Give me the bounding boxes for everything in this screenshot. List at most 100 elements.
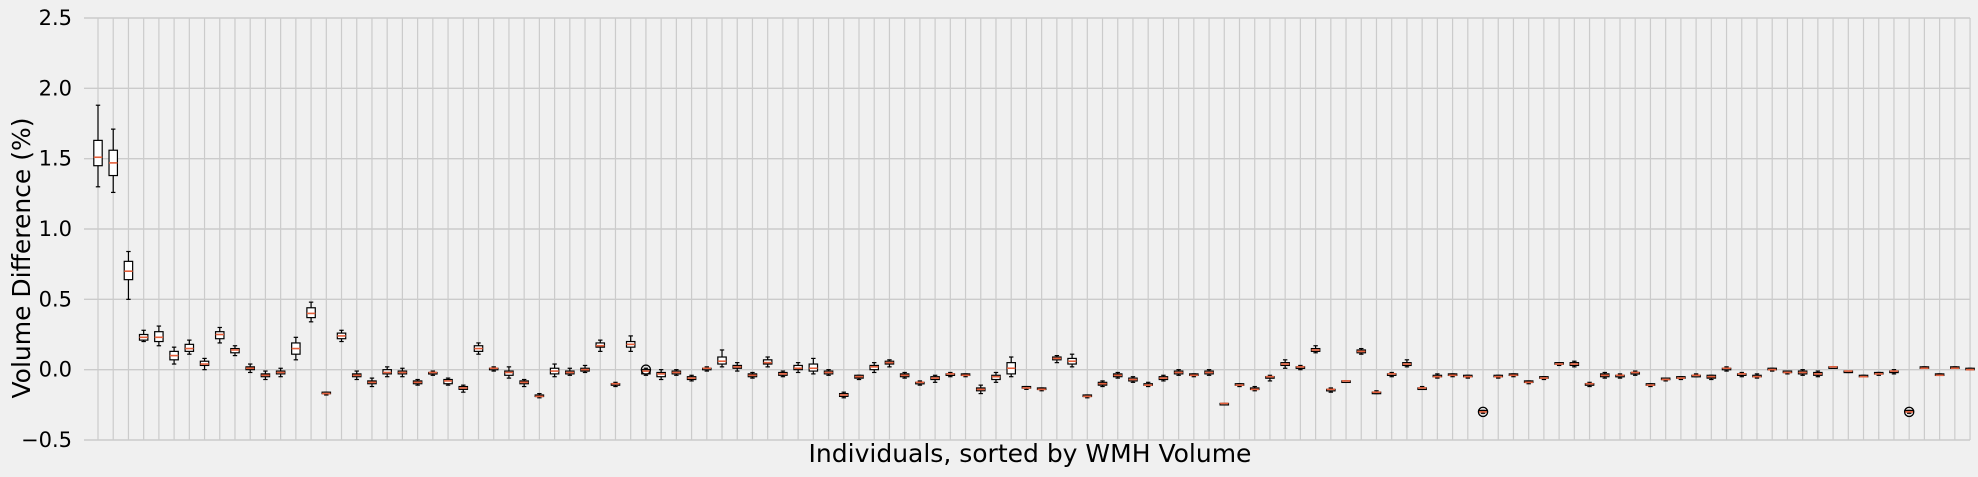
box-item xyxy=(1950,366,1960,370)
box-item xyxy=(1112,371,1123,379)
boxplot-series xyxy=(93,104,1975,418)
box-item xyxy=(1965,367,1975,371)
box-item xyxy=(443,377,453,386)
x-axis-label: Individuals, sorted by WMH Volume xyxy=(809,439,1252,468)
y-tick-label: 0.5 xyxy=(39,287,72,311)
y-tick-label: −0.5 xyxy=(21,428,72,452)
box-item xyxy=(1736,371,1747,378)
box-item xyxy=(1158,374,1169,382)
box-item xyxy=(230,345,240,357)
box-item xyxy=(778,370,788,378)
box-item xyxy=(1599,371,1610,379)
box-item xyxy=(1265,374,1275,382)
box-item xyxy=(1189,373,1199,378)
box-item xyxy=(1052,355,1062,364)
box-item xyxy=(1721,366,1732,372)
box-item xyxy=(762,356,773,368)
box-item xyxy=(1021,385,1032,390)
box-item xyxy=(808,357,819,375)
box-item xyxy=(1447,373,1458,378)
box-item xyxy=(108,128,119,194)
box-item xyxy=(580,364,590,374)
box-item xyxy=(504,366,514,379)
box-item xyxy=(1432,373,1443,379)
box-item xyxy=(154,325,164,347)
y-tick-label: 1.5 xyxy=(39,147,72,171)
box-item xyxy=(1645,383,1656,388)
box-item xyxy=(1067,353,1077,368)
box-item xyxy=(1477,406,1489,418)
box-item xyxy=(1082,394,1093,399)
y-tick-label: 2.5 xyxy=(39,6,72,30)
box-item xyxy=(1234,383,1245,388)
box-item xyxy=(275,367,286,378)
box-item xyxy=(960,373,971,378)
box-item xyxy=(915,380,925,386)
box-item xyxy=(1356,347,1367,355)
box-item xyxy=(138,329,149,343)
box-item xyxy=(306,301,316,323)
box-item xyxy=(701,366,712,372)
box-item xyxy=(1371,390,1382,395)
y-axis-label: Volume Difference (%) xyxy=(7,117,36,398)
box-item xyxy=(1797,369,1808,376)
box-item xyxy=(412,378,423,386)
box-item xyxy=(747,371,758,379)
box-item xyxy=(625,335,636,352)
box-item xyxy=(1813,370,1823,378)
box-item xyxy=(793,362,803,374)
box-item xyxy=(1386,371,1397,378)
box-item xyxy=(1889,369,1899,375)
box-item xyxy=(473,342,484,355)
box-item xyxy=(1508,373,1519,378)
box-item xyxy=(123,250,134,300)
box-item xyxy=(1128,376,1138,383)
box-item xyxy=(1249,385,1260,392)
box-item xyxy=(367,377,377,388)
box-item xyxy=(1903,406,1915,418)
box-item xyxy=(549,363,560,378)
y-tick-labels: −0.5 0.0 0.5 1.0 1.5 2.0 2.5 xyxy=(21,6,72,452)
box-item xyxy=(1630,370,1641,376)
box-item xyxy=(1173,369,1184,376)
box-item xyxy=(838,391,849,399)
box-item xyxy=(1462,374,1473,379)
box-item xyxy=(1934,373,1945,377)
box-item xyxy=(869,362,880,374)
box-item xyxy=(184,339,195,355)
box-item xyxy=(245,363,255,374)
box-item xyxy=(458,384,469,393)
box-item xyxy=(595,339,606,352)
box-item xyxy=(1569,360,1580,368)
box-item xyxy=(1919,366,1930,370)
box-item xyxy=(351,370,362,381)
box-item xyxy=(610,381,621,388)
box-item xyxy=(214,326,225,344)
box-item xyxy=(93,104,103,188)
box-item xyxy=(975,384,986,395)
box-item xyxy=(534,392,545,399)
box-item xyxy=(1843,370,1854,374)
box-item xyxy=(854,374,864,381)
box-item xyxy=(884,359,895,368)
box-item xyxy=(1493,374,1504,379)
box-item xyxy=(260,370,271,381)
box-item xyxy=(1615,373,1625,379)
box-item xyxy=(1660,377,1671,382)
outlier-marker xyxy=(1477,406,1489,418)
box-item xyxy=(291,336,301,361)
box-item xyxy=(1143,381,1153,388)
box-item xyxy=(1523,380,1534,385)
box-item xyxy=(1676,376,1686,381)
box-item xyxy=(1858,374,1869,378)
outlier-marker xyxy=(1903,406,1915,418)
box-item xyxy=(1539,376,1549,381)
box-item xyxy=(1341,380,1351,384)
box-item xyxy=(732,362,743,372)
box-item xyxy=(930,374,940,383)
iqr-box xyxy=(93,139,103,167)
box-item xyxy=(1402,359,1412,368)
y-tick-label: 1.0 xyxy=(39,217,72,241)
box-item xyxy=(1584,381,1595,388)
